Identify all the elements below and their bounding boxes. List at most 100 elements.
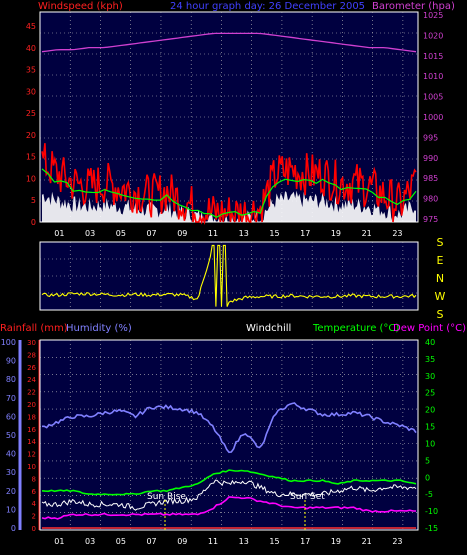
x-tick-label: 03 — [85, 229, 95, 238]
windchill-legend-label: Windchill — [246, 323, 291, 334]
x-tick-label: 05 — [116, 229, 126, 238]
x-tick-label: 01 — [54, 537, 64, 546]
wind-direction-line — [41, 244, 417, 307]
humidity-tick-label: 60 — [6, 412, 16, 421]
temperature-tick-label: -10 — [425, 507, 438, 516]
humidity-tick-label: 40 — [6, 450, 16, 459]
x-tick-label: 09 — [177, 537, 187, 546]
barometer-tick-label: 1000 — [423, 113, 443, 122]
rainfall-tick-label: 26 — [27, 364, 36, 372]
windspeed-tick-label: 40 — [26, 44, 36, 53]
sunrise-label: Sun Rise — [147, 492, 186, 502]
rainfall-tick-label: 2 — [32, 513, 36, 521]
rainfall-axis-label: Rainfall (mm) — [0, 323, 68, 334]
humidity-line — [42, 402, 417, 454]
barometer-tick-label: 1010 — [423, 72, 443, 81]
temperature-tick-label: 40 — [425, 338, 435, 347]
temperature-legend-label: Temperature (°C) — [312, 323, 399, 334]
rainfall-tick-label: 8 — [32, 475, 36, 483]
barometer-tick-label: 1025 — [423, 11, 443, 20]
temperature-tick-label: 30 — [425, 372, 435, 381]
windspeed-tick-label: 45 — [26, 22, 36, 31]
chart-title: 24 hour graph day: 26 December 2005 — [170, 1, 365, 12]
temperature-axis-ticks: -15 -10 -5 0 5 10 15 20 25 30 35 40 — [425, 338, 438, 533]
rainfall-tick-label: 6 — [32, 488, 37, 496]
humidity-tick-label: 90 — [6, 357, 16, 366]
windchill-line — [41, 479, 417, 511]
rainfall-tick-label: 30 — [27, 339, 36, 347]
rainfall-tick-label: 4 — [32, 500, 37, 508]
windspeed-tick-label: 0 — [31, 218, 36, 227]
x-tick-label: 23 — [392, 537, 402, 546]
temperature-series — [41, 402, 417, 529]
temperature-tick-label: 5 — [425, 456, 430, 465]
sunset-label: Sun Set — [290, 492, 325, 502]
x-tick-label: 05 — [116, 537, 126, 546]
x-tick-label: 03 — [85, 537, 95, 546]
windspeed-min-area — [42, 190, 416, 222]
windspeed-tick-label: 25 — [26, 109, 36, 118]
wind-average-line — [41, 168, 417, 218]
humidity-tick-label: 10 — [6, 505, 16, 514]
x-tick-label: 17 — [300, 229, 310, 238]
temperature-tick-label: -15 — [425, 524, 438, 533]
barometer-tick-label: 1005 — [423, 93, 443, 102]
temperature-line — [41, 469, 417, 496]
windspeed-tick-label: 15 — [26, 153, 36, 162]
wind-x-axis-ticks: 01 03 05 07 09 11 13 15 17 19 21 23 — [54, 229, 402, 238]
humidity-axis-ticks: 0 10 20 30 40 50 60 70 80 90 100 — [1, 338, 22, 533]
barometer-tick-label: 980 — [423, 195, 438, 204]
x-tick-label: 07 — [146, 229, 156, 238]
barometer-axis-label: Barometer (hpa) — [372, 1, 455, 12]
rainfall-tick-label: 20 — [27, 401, 36, 409]
dewpoint-legend-label: Dew Point (°C) — [393, 323, 466, 334]
rainfall-tick-label: 14 — [27, 438, 36, 446]
x-tick-label: 07 — [146, 537, 156, 546]
x-tick-label: 23 — [392, 229, 402, 238]
rainfall-tick-label: 16 — [27, 426, 36, 434]
wind-grid — [40, 12, 418, 222]
windspeed-line — [41, 143, 417, 225]
temperature-tick-label: 35 — [425, 355, 435, 364]
rainfall-tick-label: 24 — [27, 376, 36, 384]
x-tick-label: 15 — [269, 537, 279, 546]
rainfall-tick-label: 22 — [27, 389, 36, 397]
rainfall-tick-label: 10 — [27, 463, 36, 471]
barometer-tick-label: 1020 — [423, 31, 443, 40]
compass-s-label: S — [437, 308, 444, 321]
x-tick-label: 11 — [208, 537, 218, 546]
windspeed-tick-label: 35 — [26, 66, 36, 75]
compass-e-label: E — [437, 254, 444, 267]
barometer-tick-label: 1015 — [423, 52, 443, 61]
rainfall-tick-label: 0 — [32, 525, 36, 533]
dewpoint-line — [41, 496, 416, 520]
humidity-tick-label: 70 — [6, 394, 16, 403]
x-tick-label: 21 — [362, 229, 372, 238]
barometer-tick-label: 975 — [423, 215, 438, 224]
humidity-tick-label: 0 — [11, 524, 16, 533]
x-tick-label: 15 — [269, 229, 279, 238]
x-tick-label: 11 — [208, 229, 218, 238]
wind-direction-series — [41, 244, 417, 307]
temperature-plot-area — [39, 339, 419, 531]
barometer-tick-label: 995 — [423, 133, 438, 142]
x-tick-label: 19 — [331, 537, 341, 546]
windspeed-tick-label: 30 — [26, 87, 36, 96]
temperature-tick-label: 10 — [425, 439, 435, 448]
wind-direction-grid — [40, 242, 418, 310]
x-tick-label: 01 — [54, 229, 64, 238]
x-tick-label: 13 — [239, 229, 249, 238]
temperature-tick-label: 25 — [425, 389, 435, 398]
rainfall-tick-label: 28 — [27, 351, 36, 359]
barometer-line — [41, 32, 417, 53]
rainfall-tick-label: 12 — [27, 451, 36, 459]
x-tick-label: 09 — [177, 229, 187, 238]
windspeed-axis-label: Windspeed (kph) — [38, 1, 123, 12]
humidity-tick-label: 50 — [6, 431, 16, 440]
barometer-tick-label: 985 — [423, 174, 438, 183]
humidity-tick-label: 80 — [6, 375, 16, 384]
humidity-axis-label: Humidity (%) — [66, 323, 132, 334]
compass-n-label: N — [436, 272, 444, 285]
